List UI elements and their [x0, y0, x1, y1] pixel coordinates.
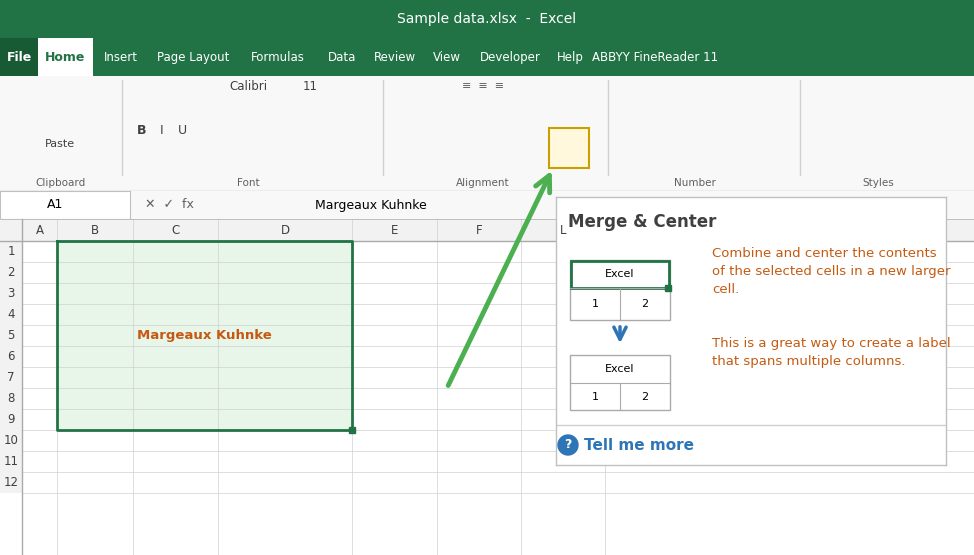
Text: 11: 11 [4, 455, 19, 468]
Text: Paste: Paste [45, 139, 75, 149]
Text: ?: ? [564, 438, 572, 452]
Text: L: L [560, 224, 566, 236]
Text: 1: 1 [591, 299, 598, 309]
Text: File: File [7, 51, 31, 63]
Text: 3: 3 [8, 287, 15, 300]
Text: Combine and center the contents
of the selected cells in a new larger
cell.: Combine and center the contents of the s… [712, 247, 951, 296]
Text: 9: 9 [7, 413, 15, 426]
Text: F: F [475, 224, 482, 236]
Text: C: C [171, 224, 179, 236]
Text: Sample data.xlsx  -  Excel: Sample data.xlsx - Excel [397, 12, 577, 26]
Text: 8: 8 [8, 392, 15, 405]
Bar [570, 355, 670, 410]
Text: Clipboard: Clipboard [35, 178, 85, 188]
Text: ✕  ✓  fx: ✕ ✓ fx [145, 199, 194, 211]
Text: Home: Home [46, 51, 86, 63]
Text: Styles: Styles [862, 178, 894, 188]
Text: D: D [281, 224, 289, 236]
Text: 2: 2 [7, 266, 15, 279]
Text: U: U [177, 124, 187, 138]
Text: This is a great way to create a label
that spans multiple columns.: This is a great way to create a label th… [712, 337, 951, 368]
Text: B: B [137, 124, 147, 138]
Text: Developer: Developer [479, 51, 541, 63]
Text: 12: 12 [4, 476, 19, 489]
Text: Excel: Excel [605, 269, 635, 279]
Text: Alignment: Alignment [456, 178, 509, 188]
Text: View: View [433, 51, 461, 63]
Text: Number: Number [674, 178, 716, 188]
Text: ≡  ≡  ≡: ≡ ≡ ≡ [462, 81, 505, 91]
Text: Formulas: Formulas [251, 51, 305, 63]
Text: Review: Review [374, 51, 416, 63]
Text: Insert: Insert [103, 51, 137, 63]
Text: B: B [91, 224, 99, 236]
Text: 5: 5 [8, 329, 15, 342]
Text: 4: 4 [7, 308, 15, 321]
Text: 1: 1 [7, 245, 15, 258]
Circle shape [558, 435, 578, 455]
Text: Margeaux Kuhnke: Margeaux Kuhnke [137, 329, 272, 342]
Text: Excel: Excel [605, 364, 635, 374]
Text: A: A [35, 224, 44, 236]
Text: E: E [391, 224, 398, 236]
Text: A1: A1 [47, 199, 63, 211]
Text: Calibri: Calibri [229, 79, 267, 93]
Bar [570, 260, 670, 320]
Text: Help: Help [556, 51, 583, 63]
Text: 1: 1 [591, 391, 598, 401]
Text: Margeaux Kuhnke: Margeaux Kuhnke [315, 199, 427, 211]
Text: 11: 11 [303, 79, 318, 93]
Text: Merge & Center: Merge & Center [568, 213, 716, 231]
Text: ABBYY FineReader 11: ABBYY FineReader 11 [592, 51, 718, 63]
Text: Tell me more: Tell me more [584, 437, 694, 452]
FancyBboxPatch shape [549, 128, 589, 168]
Text: 6: 6 [7, 350, 15, 363]
Text: I: I [160, 124, 164, 138]
Text: 7: 7 [7, 371, 15, 384]
Text: 2: 2 [642, 391, 649, 401]
Bar [571, 261, 669, 288]
Text: Page Layout: Page Layout [157, 51, 229, 63]
Text: 2: 2 [642, 299, 649, 309]
Text: 10: 10 [4, 434, 19, 447]
Text: Data: Data [328, 51, 356, 63]
Text: Font: Font [237, 178, 259, 188]
